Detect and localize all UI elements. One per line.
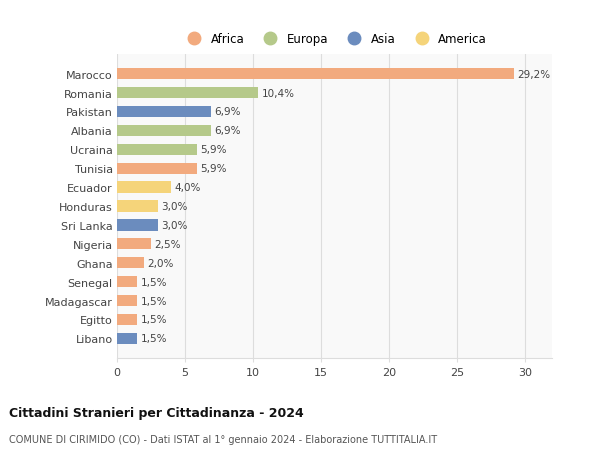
Text: 3,0%: 3,0% xyxy=(161,202,188,212)
Bar xyxy=(117,182,172,193)
Text: 29,2%: 29,2% xyxy=(517,69,550,79)
Text: 1,5%: 1,5% xyxy=(141,296,167,306)
Bar xyxy=(117,106,211,118)
Text: 10,4%: 10,4% xyxy=(262,89,295,98)
Bar xyxy=(117,239,151,250)
Legend: Africa, Europa, Asia, America: Africa, Europa, Asia, America xyxy=(182,33,487,46)
Text: 6,9%: 6,9% xyxy=(214,126,241,136)
Text: 3,0%: 3,0% xyxy=(161,220,188,230)
Text: 5,9%: 5,9% xyxy=(200,164,227,174)
Text: COMUNE DI CIRIMIDO (CO) - Dati ISTAT al 1° gennaio 2024 - Elaborazione TUTTITALI: COMUNE DI CIRIMIDO (CO) - Dati ISTAT al … xyxy=(9,434,437,444)
Bar xyxy=(117,314,137,325)
Text: 6,9%: 6,9% xyxy=(214,107,241,117)
Bar xyxy=(117,144,197,156)
Bar xyxy=(117,295,137,307)
Text: Cittadini Stranieri per Cittadinanza - 2024: Cittadini Stranieri per Cittadinanza - 2… xyxy=(9,406,304,419)
Bar xyxy=(117,276,137,288)
Text: 1,5%: 1,5% xyxy=(141,315,167,325)
Bar xyxy=(117,333,137,344)
Bar xyxy=(117,220,158,231)
Bar xyxy=(117,163,197,174)
Bar xyxy=(117,125,211,137)
Bar xyxy=(117,88,259,99)
Text: 2,0%: 2,0% xyxy=(148,258,174,268)
Text: 4,0%: 4,0% xyxy=(175,183,201,193)
Text: 1,5%: 1,5% xyxy=(141,277,167,287)
Bar xyxy=(117,201,158,212)
Bar xyxy=(117,257,144,269)
Text: 5,9%: 5,9% xyxy=(200,145,227,155)
Bar xyxy=(117,69,514,80)
Text: 1,5%: 1,5% xyxy=(141,334,167,344)
Text: 2,5%: 2,5% xyxy=(154,239,181,249)
